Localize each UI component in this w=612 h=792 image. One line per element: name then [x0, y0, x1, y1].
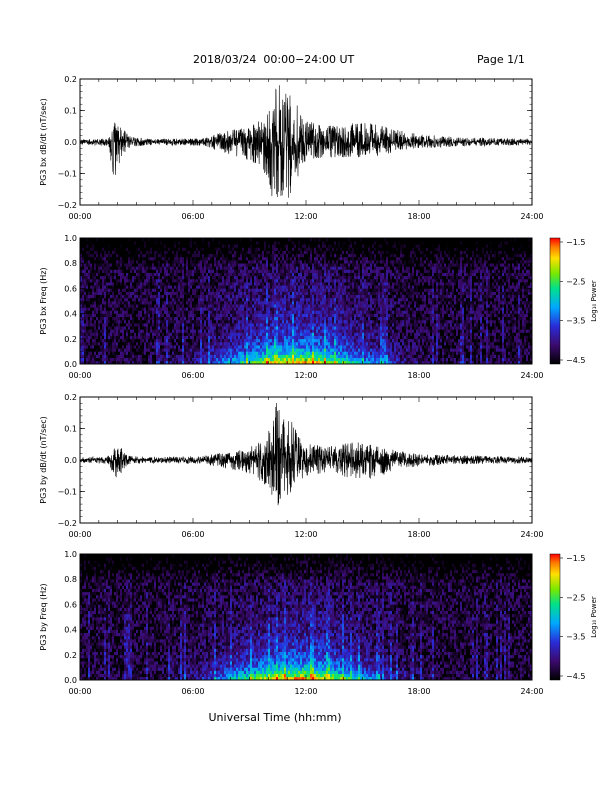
figure-title: 2018/03/24 00:00−24:00 UT [193, 53, 355, 66]
y-tick-label: 0.0 [64, 360, 77, 369]
colorbar-tick-label: −3.5 [566, 633, 585, 642]
colorbar-tick-label: −1.5 [566, 554, 585, 563]
by-freq-ylabel: PG3 by Freq (Hz) [39, 583, 48, 650]
x-tick-label: 12:00 [294, 687, 317, 696]
bx-dbdt-panel: −0.2 −0.1 0.0 0.1 0.2 00:00 06:00 12:00 18:00 24:… [39, 75, 544, 221]
y-tick-label: 0.4 [64, 626, 77, 635]
x-tick-label: 24:00 [520, 371, 543, 380]
by-spectrogram-panel: 0.0 0.2 0.4 0.6 0.8 1.0 00:00 06:00 12:00 18:00 24… [39, 550, 598, 696]
colorbar-gradient [549, 553, 561, 681]
y-tick-label: 0.1 [64, 107, 77, 116]
y-tick-label: 0.2 [64, 393, 77, 402]
bx-dbdt-trace [79, 85, 533, 198]
x-tick-label: 18:00 [407, 687, 430, 696]
y-tick-label: −0.1 [58, 170, 77, 179]
by-colorbar: −1.5 −2.5 −3.5 −4.5 Log₁₀ Power [549, 553, 598, 681]
x-tick-label: 24:00 [520, 212, 543, 221]
signal-line [79, 402, 533, 506]
by-dbdt-ylabel: PG3 by dB/dt (nT/sec) [39, 416, 48, 503]
x-tick-label: 06:00 [181, 371, 204, 380]
y-tick-label: 0.4 [64, 310, 77, 319]
bx-freq-ylabel: PG3 bx Freq (Hz) [39, 267, 48, 334]
y-tick-label: 0.2 [64, 75, 77, 84]
x-tick-label: 00:00 [68, 687, 91, 696]
bx-colorbar: −1.5 −2.5 −3.5 −4.5 Log₁₀ Power [549, 237, 598, 365]
y-tick-label: 0.0 [64, 676, 77, 685]
y-tick-label: 0.6 [64, 600, 77, 609]
x-tick-label: 24:00 [520, 687, 543, 696]
y-tick-label: 0.8 [64, 259, 77, 268]
y-tick-label: −0.2 [58, 519, 77, 528]
x-tick-label: 00:00 [68, 530, 91, 539]
by-dbdt-panel: −0.2 −0.1 0.0 0.1 0.2 00:00 06:00 12:00 18:00 24:… [39, 393, 544, 539]
y-tick-label: 0.6 [64, 284, 77, 293]
y-tick-label: 0.0 [64, 456, 77, 465]
y-tick-label: −0.2 [58, 201, 77, 210]
colorbar-label: Log₁₀ Power [590, 280, 598, 322]
colorbar-tick-label: −1.5 [566, 238, 585, 247]
bx-spectrogram-image [80, 238, 533, 365]
x-tick-label: 12:00 [294, 371, 317, 380]
colorbar-tick-label: −4.5 [566, 356, 585, 365]
y-tick-label: 0.2 [64, 651, 77, 660]
x-tick-label: 24:00 [520, 530, 543, 539]
x-tick-label: 00:00 [68, 212, 91, 221]
bx-spectrogram-panel: 0.0 0.2 0.4 0.6 0.8 1.0 00:00 06:00 12:00 18:00 24… [39, 234, 598, 380]
x-tick-label: 06:00 [181, 212, 204, 221]
page-indicator: Page 1/1 [477, 53, 525, 66]
colorbar-tick-label: −2.5 [566, 593, 585, 602]
x-tick-label: 00:00 [68, 371, 91, 380]
colorbar-tick-label: −3.5 [566, 317, 585, 326]
signal-line [79, 85, 533, 198]
y-tick-label: 0.8 [64, 575, 77, 584]
y-tick-label: 1.0 [64, 234, 77, 243]
x-tick-label: 06:00 [181, 530, 204, 539]
x-tick-label: 06:00 [181, 687, 204, 696]
x-axis-title: Universal Time (hh:mm) [209, 711, 342, 724]
y-tick-label: 0.0 [64, 138, 77, 147]
y-tick-label: 0.1 [64, 425, 77, 434]
x-tick-label: 18:00 [407, 530, 430, 539]
colorbar-tick-label: −2.5 [566, 277, 585, 286]
x-tick-label: 18:00 [407, 212, 430, 221]
by-dbdt-trace [79, 402, 533, 506]
bx-dbdt-ylabel: PG3 bx dB/dt (nT/sec) [39, 98, 48, 185]
x-tick-label: 18:00 [407, 371, 430, 380]
y-tick-label: 0.2 [64, 335, 77, 344]
colorbar-gradient [549, 237, 561, 365]
x-tick-label: 12:00 [294, 530, 317, 539]
y-tick-label: −0.1 [58, 488, 77, 497]
y-tick-label: 1.0 [64, 550, 77, 559]
by-spectrogram-image [80, 554, 533, 681]
x-tick-label: 12:00 [294, 212, 317, 221]
colorbar-label: Log₁₀ Power [590, 596, 598, 638]
colorbar-tick-label: −4.5 [566, 672, 585, 681]
